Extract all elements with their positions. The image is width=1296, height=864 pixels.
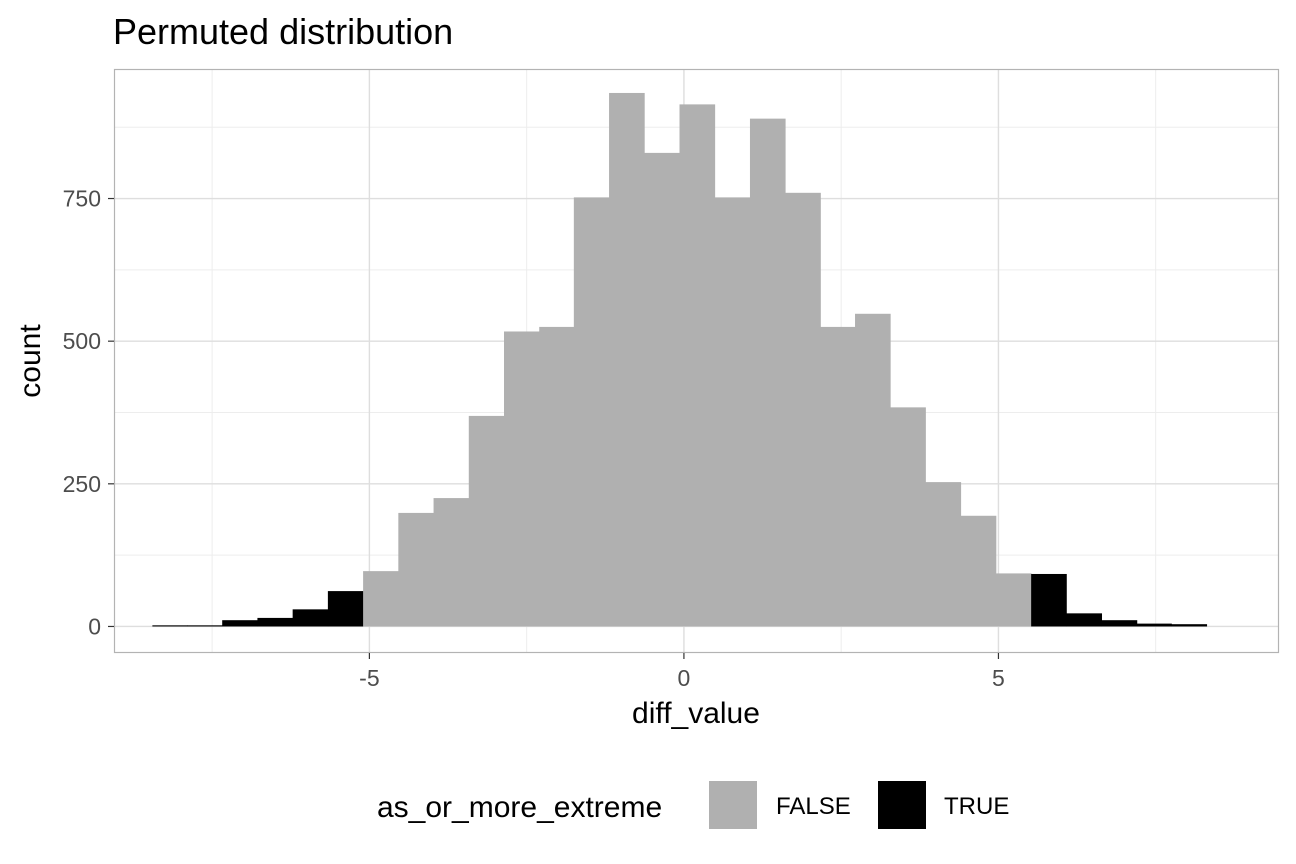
histogram-bar-28 — [1136, 623, 1172, 627]
histogram-bars — [152, 92, 1208, 627]
histogram-bar-12 — [573, 197, 610, 627]
histogram-bar-20 — [855, 313, 891, 627]
x-tick-label-1: 0 — [678, 665, 691, 691]
legend-key-true — [878, 781, 926, 829]
histogram-bar-29 — [1171, 624, 1208, 627]
histogram-bar-18 — [785, 192, 821, 627]
y-tick-label-2: 500 — [63, 328, 101, 354]
histogram-bar-9 — [468, 415, 505, 627]
legend: as_or_more_extreme FALSE TRUE — [377, 781, 1009, 829]
histogram-bar-5 — [327, 591, 364, 627]
histogram-bar-19 — [820, 326, 856, 627]
plot-panel — [113, 68, 1280, 654]
histogram-bar-3 — [257, 617, 294, 627]
y-tick-label-0: 0 — [88, 613, 101, 639]
x-axis-ticks: -5 0 5 — [359, 653, 1005, 691]
histogram-bar-1 — [187, 625, 223, 627]
histogram-bar-14 — [644, 152, 680, 627]
histogram-bar-8 — [433, 498, 470, 627]
histogram-bar-7 — [398, 512, 434, 627]
histogram-bar-0 — [152, 625, 188, 627]
panel-border — [113, 68, 1280, 654]
y-tick-label-1: 250 — [63, 471, 101, 497]
x-tick-label-2: 5 — [992, 665, 1005, 691]
legend-title: as_or_more_extreme — [377, 791, 662, 824]
histogram-bar-21 — [890, 407, 926, 627]
x-tick-label-0: -5 — [359, 665, 379, 691]
histogram-bar-25 — [1031, 573, 1067, 627]
chart-title: Permuted distribution — [113, 11, 453, 52]
histogram-bar-23 — [960, 515, 997, 627]
y-axis-ticks: 0 250 500 750 — [63, 186, 114, 639]
histogram-bar-22 — [925, 482, 962, 627]
y-axis-title: count — [14, 324, 47, 398]
histogram-bar-2 — [222, 620, 258, 627]
y-tick-label-3: 750 — [63, 186, 101, 212]
histogram-bar-16 — [714, 197, 751, 627]
histogram-bar-11 — [539, 326, 575, 627]
histogram-bar-13 — [609, 92, 645, 627]
histogram-bar-26 — [1066, 613, 1103, 627]
x-axis-title: diff_value — [632, 697, 760, 730]
histogram-bar-17 — [749, 118, 786, 627]
histogram-bar-4 — [292, 609, 329, 627]
legend-label-true: TRUE — [944, 793, 1009, 820]
histogram-bar-10 — [504, 331, 540, 627]
histogram-bar-24 — [995, 573, 1032, 627]
legend-label-false: FALSE — [776, 793, 851, 820]
histogram-bar-15 — [679, 104, 716, 627]
histogram-bar-6 — [363, 571, 399, 627]
legend-key-false — [709, 781, 757, 829]
histogram-bar-27 — [1101, 620, 1138, 627]
